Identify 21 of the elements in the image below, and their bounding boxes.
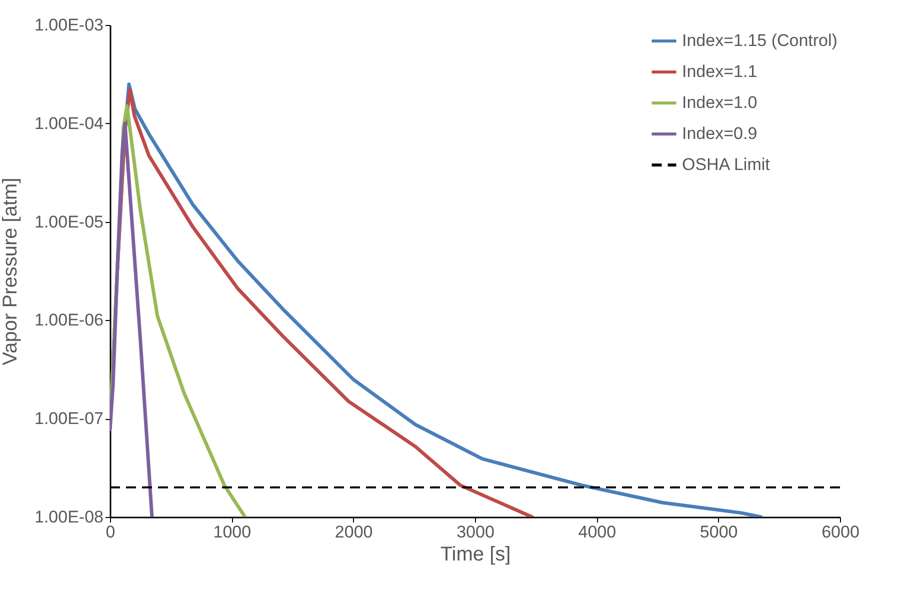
legend-label: Index=1.1 (682, 62, 758, 81)
legend-label: OSHA Limit (682, 155, 770, 174)
line-series (110, 122, 154, 517)
x-tick-label: 1000 (213, 522, 252, 542)
x-tick-label: 0 (106, 522, 116, 542)
legend-label: Index=1.0 (682, 93, 758, 112)
y-tick-label: 1.00E-08 (34, 508, 104, 526)
x-tick-label: 6000 (822, 522, 860, 542)
x-tick-label: 4000 (578, 522, 616, 542)
x-tick-label: 3000 (456, 522, 494, 542)
legend-label: Index=0.9 (682, 124, 758, 143)
x-tick-label: 2000 (334, 522, 373, 542)
legend-label: Index=1.15 (Control) (682, 31, 838, 50)
y-tick-label: 1.00E-06 (34, 310, 104, 330)
y-tick-label: 1.00E-07 (34, 409, 104, 428)
y-tick-label: 1.00E-04 (34, 114, 104, 133)
x-axis-title: Time [s] (440, 544, 511, 566)
y-tick-label: 1.00E-03 (34, 16, 104, 34)
x-tick-label: 5000 (700, 522, 738, 542)
y-axis-title: Vapor Pressure [atm] (0, 178, 22, 366)
y-tick-label: 1.00E-05 (34, 212, 104, 232)
